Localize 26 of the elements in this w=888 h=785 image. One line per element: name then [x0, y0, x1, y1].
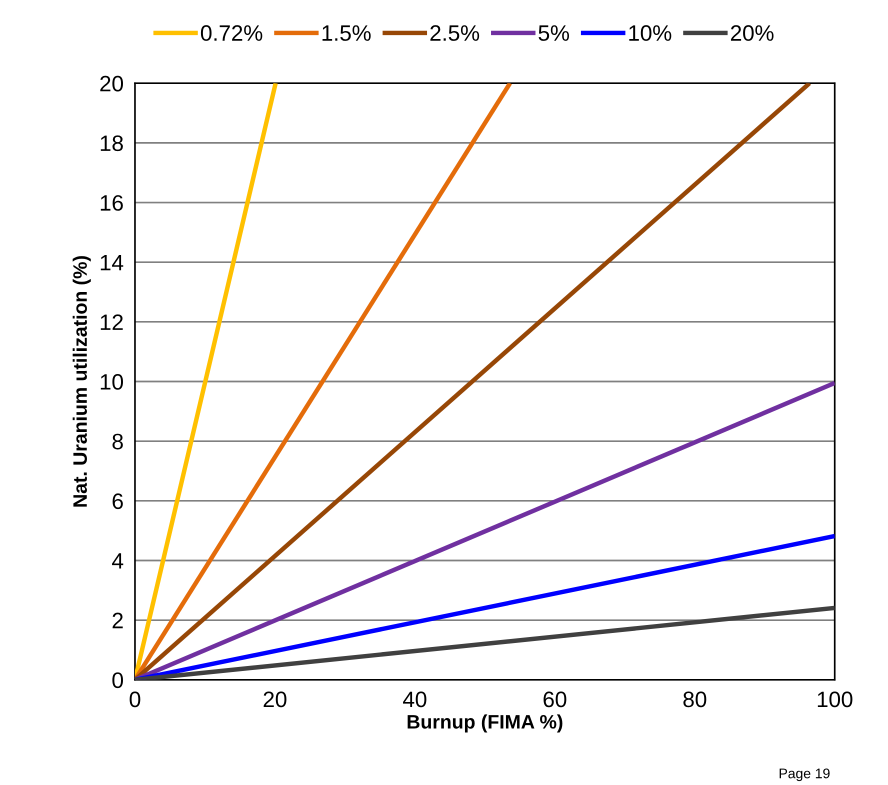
- legend-label: 2.5%: [430, 25, 480, 41]
- text: Page 19: [780, 768, 830, 782]
- y-tick-label: 4: [112, 553, 124, 569]
- y-tick-label: 0: [112, 672, 123, 688]
- x-axis-title: Burnup (FIMA %): [408, 714, 562, 733]
- x-tick-label: 60: [544, 692, 566, 708]
- x-tick-label: 20: [264, 692, 286, 708]
- y-tick-label: 6: [112, 493, 123, 510]
- y-tick-label: 10: [100, 374, 123, 390]
- y-tick-label: 20: [100, 76, 123, 92]
- legend-label: 0.72%: [200, 25, 262, 41]
- y-tick-label: 16: [100, 195, 123, 211]
- y-tick-label: 14: [100, 254, 124, 270]
- y-tick-label: 18: [100, 135, 123, 152]
- y-tick-label: 8: [112, 434, 123, 450]
- y-tick-label: 12: [100, 314, 123, 330]
- x-tick-label: 100: [818, 692, 852, 708]
- x-tick-label: 40: [403, 692, 426, 708]
- legend-label: 10%: [629, 25, 672, 41]
- legend-label: 5%: [538, 25, 570, 41]
- x-tick-label: 0: [130, 692, 140, 708]
- y-tick-label: 2: [112, 612, 123, 628]
- legend-label: 20%: [730, 25, 774, 41]
- x-tick-label: 80: [683, 692, 706, 708]
- y-axis-title: Nat. Uranium utilization (%): [72, 256, 91, 507]
- legend-label: 1.5%: [322, 25, 371, 41]
